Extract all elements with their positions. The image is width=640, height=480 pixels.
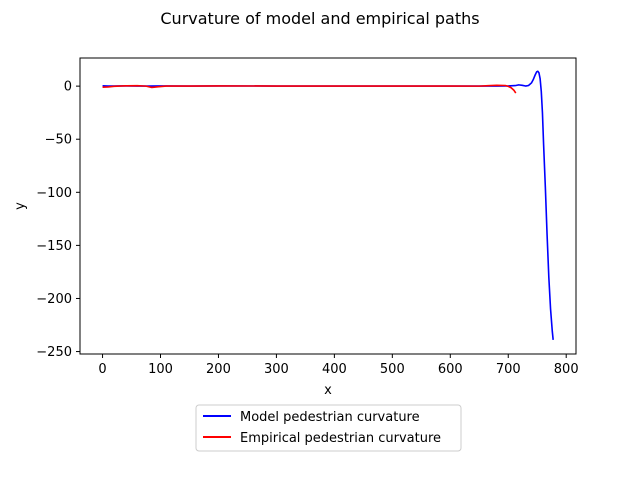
x-tick-label: 800 [554,362,579,377]
y-axis-ticks: 0 −50 −100 −150 −200 −250 [36,80,80,360]
x-axis-label: x [324,383,332,398]
x-tick-label: 400 [322,362,347,377]
series-line-empirical [102,84,517,94]
x-tick-label: 200 [206,362,231,377]
plot-area [79,57,577,355]
series-line-model [102,70,554,340]
series-layer [102,70,554,340]
legend-box [195,404,462,452]
x-tick-label: 300 [264,362,289,377]
x-tick-label: 500 [380,362,405,377]
y-tick-label: 0 [64,80,72,95]
x-tick-label: 0 [98,362,106,377]
legend-label-model: Model pedestrian curvature [240,410,420,425]
axes-frame [79,57,577,355]
x-tick-label: 700 [496,362,521,377]
x-tick-label: 600 [438,362,463,377]
y-tick-label: −50 [45,133,72,148]
y-tick-label: −100 [36,186,72,201]
y-axis-label: y [13,202,28,210]
legend: Model pedestrian curvature Empirical ped… [195,404,462,452]
y-tick-label: −250 [36,345,72,360]
chart-title: Curvature of model and empirical paths [160,9,479,28]
x-tick-label: 100 [148,362,173,377]
x-axis-ticks: 0 100 200 300 400 500 600 700 800 [98,354,579,377]
y-tick-label: −150 [36,239,72,254]
legend-label-empirical: Empirical pedestrian curvature [240,431,441,446]
y-tick-label: −200 [36,292,72,307]
